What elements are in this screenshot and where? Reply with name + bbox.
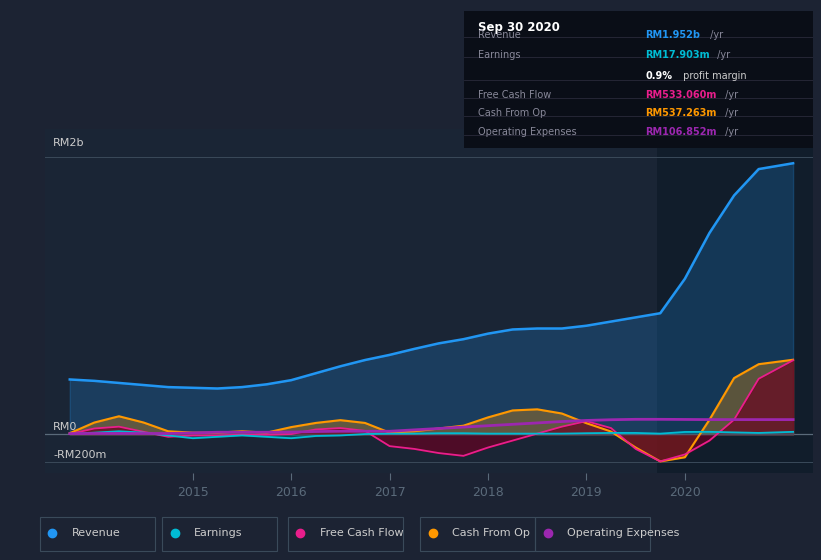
Text: Operating Expenses: Operating Expenses [478, 127, 576, 137]
Text: Earnings: Earnings [478, 50, 521, 60]
Text: Revenue: Revenue [72, 529, 121, 538]
Text: Free Cash Flow: Free Cash Flow [319, 529, 403, 538]
Text: RM537.263m: RM537.263m [645, 108, 717, 118]
Text: /yr: /yr [722, 127, 738, 137]
Text: RM0: RM0 [53, 422, 77, 432]
Text: 0.9%: 0.9% [645, 71, 672, 81]
Text: /yr: /yr [707, 30, 722, 40]
Text: /yr: /yr [722, 108, 738, 118]
Text: /yr: /yr [714, 50, 731, 60]
Text: RM1.952b: RM1.952b [645, 30, 700, 40]
Text: Operating Expenses: Operating Expenses [567, 529, 680, 538]
Text: Sep 30 2020: Sep 30 2020 [478, 21, 560, 34]
Text: /yr: /yr [722, 90, 738, 100]
Text: RM106.852m: RM106.852m [645, 127, 717, 137]
Text: RM533.060m: RM533.060m [645, 90, 717, 100]
Text: profit margin: profit margin [680, 71, 747, 81]
Text: Free Cash Flow: Free Cash Flow [478, 90, 551, 100]
Bar [658, 129, 821, 473]
Text: Earnings: Earnings [194, 529, 242, 538]
Text: Cash From Op: Cash From Op [478, 108, 546, 118]
Text: Revenue: Revenue [478, 30, 521, 40]
Text: RM2b: RM2b [53, 138, 85, 148]
Text: Cash From Op: Cash From Op [452, 529, 530, 538]
Text: RM17.903m: RM17.903m [645, 50, 710, 60]
Text: -RM200m: -RM200m [53, 450, 107, 460]
